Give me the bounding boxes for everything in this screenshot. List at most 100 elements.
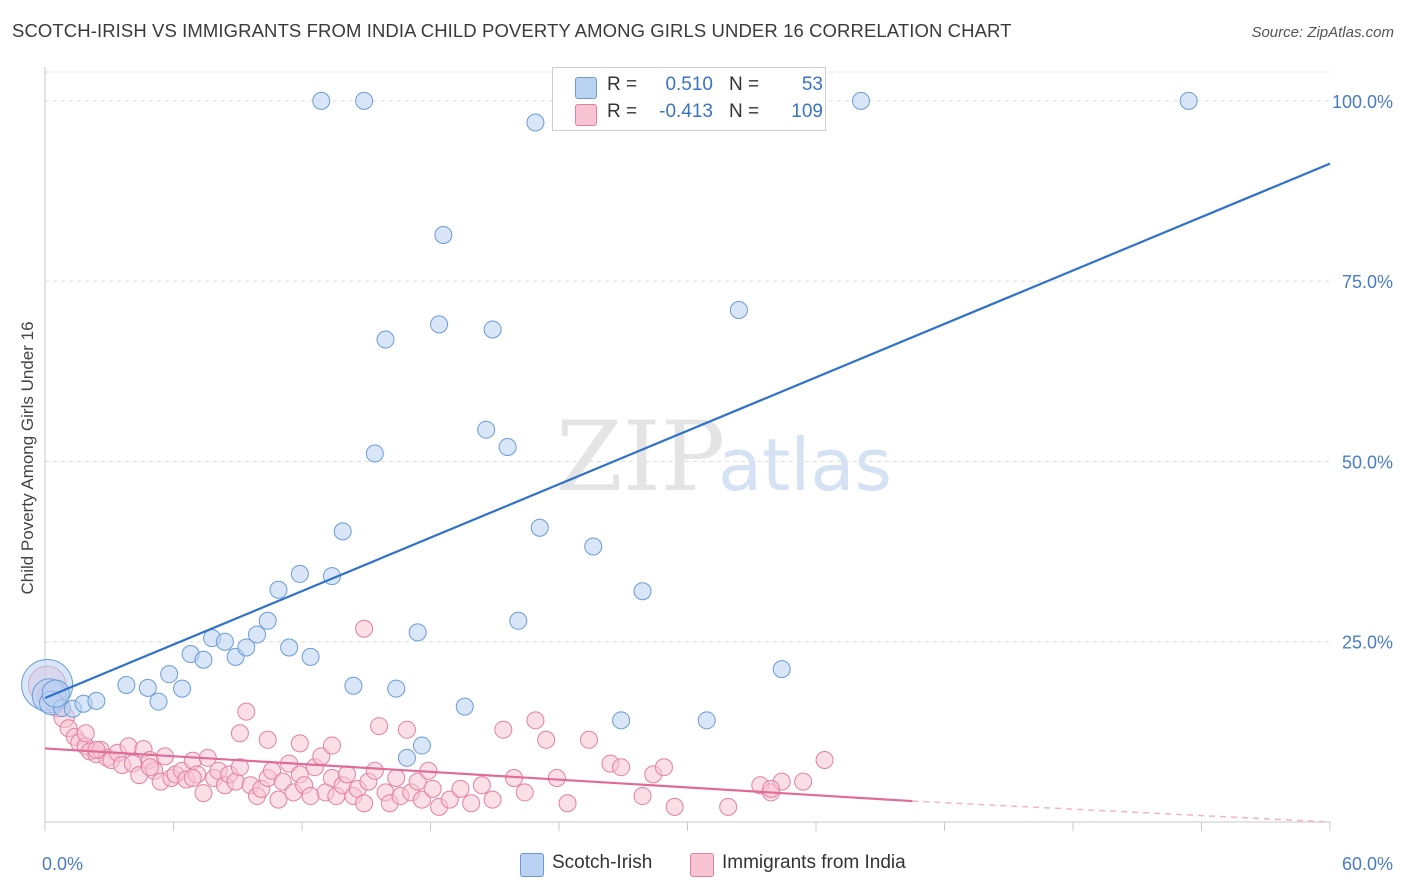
scotch-irish-point xyxy=(333,522,352,541)
india-point xyxy=(370,717,389,736)
chart-title: SCOTCH-IRISH VS IMMIGRANTS FROM INDIA CH… xyxy=(12,20,1012,41)
india-trend-line-extension xyxy=(912,800,1331,823)
india-point xyxy=(558,794,577,813)
scotch-irish-point xyxy=(376,330,395,349)
india-point xyxy=(355,794,374,813)
india-point xyxy=(547,769,566,788)
india-point xyxy=(301,787,320,806)
legend-r-label: R = xyxy=(607,74,638,95)
scotch-irish-point xyxy=(258,611,277,630)
india-point xyxy=(140,758,159,777)
india-point xyxy=(815,750,834,769)
legend-n-value: 53 xyxy=(801,74,823,95)
india-point xyxy=(322,736,341,755)
scotch-irish-point xyxy=(772,660,791,679)
india-point xyxy=(462,794,481,813)
scotch-irish-point xyxy=(290,564,309,583)
x-tick-label: 0.0% xyxy=(42,854,83,874)
scotch-irish-point xyxy=(455,697,474,716)
scotch-irish-point xyxy=(87,691,106,710)
india-point xyxy=(537,730,556,749)
scotch-irish-point xyxy=(387,679,406,698)
watermark-zip: ZIP xyxy=(556,401,725,513)
india-point xyxy=(762,779,781,798)
scotch-irish-point xyxy=(412,736,431,755)
bottom-legend-label: Scotch-Irish xyxy=(552,852,653,873)
scotch-irish-point xyxy=(729,300,748,319)
scotch-irish-point xyxy=(633,582,652,601)
scotch-irish-point xyxy=(301,647,320,666)
india-point xyxy=(183,769,202,788)
india-point xyxy=(423,779,442,798)
india-point xyxy=(612,758,631,777)
scotch-irish-point xyxy=(498,438,517,456)
scotch-irish-point xyxy=(365,444,384,463)
india-point xyxy=(665,797,684,816)
y-tick-label: 100.0% xyxy=(1332,92,1393,112)
legend-n-value: 109 xyxy=(791,101,823,122)
india-point xyxy=(230,758,249,777)
india-point xyxy=(412,790,431,809)
india-point xyxy=(273,772,292,791)
india-point xyxy=(794,772,813,791)
india-point xyxy=(337,765,356,784)
bottom-legend-swatch-blue xyxy=(520,853,544,877)
india-point xyxy=(472,776,491,795)
trend-lines xyxy=(44,162,1331,823)
legend-n-label: N = xyxy=(729,74,760,95)
scotch-irish-point xyxy=(530,518,549,537)
scotch-irish-point xyxy=(509,611,528,630)
india-point xyxy=(87,740,106,759)
y-tick-label: 25.0% xyxy=(1342,633,1393,653)
scotch-irish-point xyxy=(526,113,545,132)
scotch-irish-point xyxy=(408,623,427,642)
india-point xyxy=(494,720,513,739)
source-label: Source: ZipAtlas.com xyxy=(1251,24,1394,41)
bottom-legend-label: Immigrants from India xyxy=(722,852,906,873)
india-point xyxy=(230,724,249,743)
india-point xyxy=(451,779,470,798)
scotch-irish-point xyxy=(173,679,192,698)
grid-lines xyxy=(45,71,1330,643)
scotch-irish-point xyxy=(237,638,256,657)
india-point xyxy=(355,619,374,638)
x-tick-label: 60.0% xyxy=(1342,854,1393,874)
scotch-irish-point xyxy=(355,91,374,110)
india-point xyxy=(237,702,256,721)
india-point xyxy=(654,758,673,777)
india-point xyxy=(387,769,406,788)
scotch-irish-point xyxy=(483,320,502,339)
india-point xyxy=(440,790,459,809)
scotch-irish-point xyxy=(434,225,453,244)
scotch-irish-point xyxy=(248,625,267,644)
scotch-irish-points xyxy=(21,91,1198,767)
scotch-irish-point xyxy=(269,580,288,599)
y-tick-label: 50.0% xyxy=(1342,452,1393,472)
india-point xyxy=(579,730,598,749)
scotch-irish-point xyxy=(584,537,603,556)
scotch-irish-point xyxy=(312,91,331,110)
scotch-irish-point xyxy=(477,420,496,439)
india-point xyxy=(258,730,277,749)
y-tick-labels: 25.0% 50.0% 75.0% 100.0% xyxy=(1332,92,1393,653)
scotch-irish-point xyxy=(397,748,416,767)
india-point xyxy=(76,724,95,743)
india-point xyxy=(483,790,502,809)
india-point xyxy=(365,761,384,780)
legend-r-value: 0.510 xyxy=(665,74,713,95)
scotch-irish-point xyxy=(160,665,179,684)
y-axis-label: Child Poverty Among Girls Under 16 xyxy=(18,321,37,594)
legend-r-value: -0.413 xyxy=(659,101,713,122)
legend-swatch-pink xyxy=(575,104,597,126)
india-point xyxy=(633,787,652,806)
india-point xyxy=(719,797,738,816)
india-point xyxy=(526,711,545,730)
scotch-irish-point xyxy=(149,692,168,711)
legend-r-label: R = xyxy=(607,101,638,122)
scotch-irish-point xyxy=(1179,91,1198,110)
india-point xyxy=(269,790,288,809)
india-trend-line xyxy=(44,747,913,803)
legend-n-label: N = xyxy=(729,101,760,122)
india-point xyxy=(194,784,213,803)
